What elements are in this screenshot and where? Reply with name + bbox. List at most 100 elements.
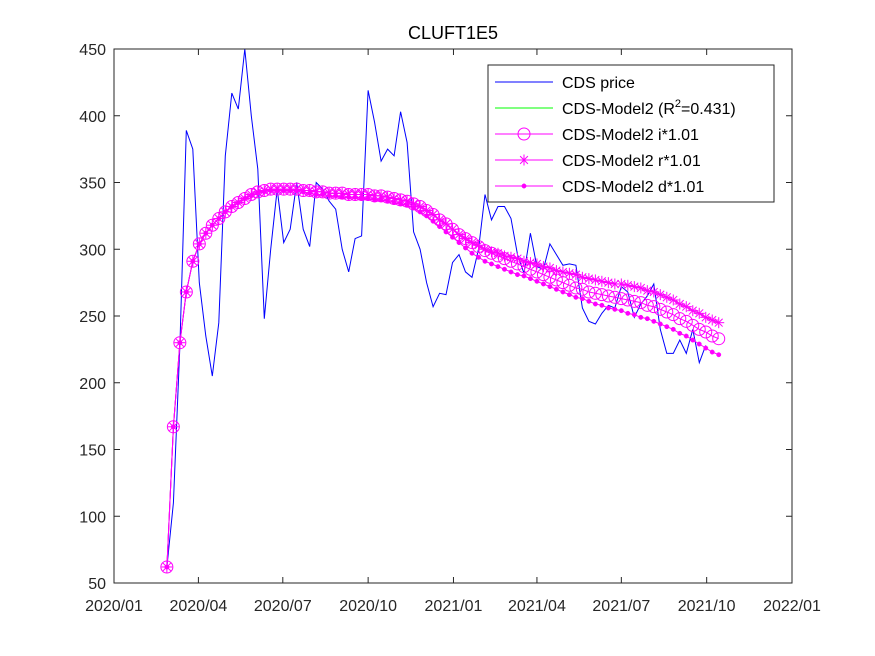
data-point-4	[261, 189, 267, 195]
data-point-2	[660, 305, 674, 319]
star-stroke	[636, 283, 646, 293]
data-point-4	[625, 310, 631, 316]
data-point-4	[476, 254, 481, 260]
y-tick-label: 400	[79, 109, 106, 126]
star-stroke	[513, 254, 522, 263]
data-point-4	[352, 194, 358, 200]
data-point-3	[518, 255, 530, 267]
star-stroke	[610, 279, 620, 289]
data-point-4	[540, 281, 546, 287]
star-stroke	[337, 188, 347, 198]
data-point-4	[657, 321, 663, 327]
data-point-4	[339, 194, 345, 200]
x-tick-label: 2021/04	[508, 598, 566, 615]
legend-item-1: CDS-Model2 (R2=0.431)	[495, 98, 736, 118]
data-point-4	[281, 188, 287, 193]
data-point-3	[602, 277, 614, 289]
data-point-4	[502, 266, 507, 272]
data-point-4	[553, 286, 559, 292]
star-stroke	[519, 257, 529, 266]
star-stroke	[565, 269, 574, 278]
y-tick-label: 300	[79, 242, 106, 259]
data-point-3	[693, 307, 705, 319]
data-point-3	[628, 281, 640, 293]
star-stroke	[571, 270, 581, 279]
data-point-4	[203, 230, 209, 236]
data-point-3	[713, 317, 725, 329]
star-stroke	[402, 196, 412, 206]
data-point-4	[235, 200, 241, 205]
legend-item-2: CDS-Model2 i*1.01	[495, 127, 699, 144]
y-tick-label: 250	[79, 309, 106, 326]
star-stroke	[656, 290, 665, 299]
data-point-4	[670, 326, 676, 332]
data-point-3	[427, 209, 439, 221]
legend-label-main: CDS-Model2 d*1.01	[562, 179, 704, 196]
legend-label-main: CDS-Model2 r*1.01	[562, 153, 701, 170]
data-point-4	[508, 269, 514, 275]
data-point-4	[177, 340, 183, 346]
data-point-4	[463, 245, 468, 251]
data-point-4	[268, 188, 274, 193]
data-point-4	[644, 316, 650, 322]
star-stroke	[493, 249, 503, 258]
star-stroke	[578, 273, 587, 282]
star-stroke	[376, 191, 386, 201]
star-stroke	[363, 190, 373, 199]
x-tick-label: 2021/10	[678, 598, 736, 615]
series-line-0	[166, 48, 707, 568]
legend-item-3: CDS-Model2 r*1.01	[495, 153, 701, 170]
data-point-4	[651, 318, 657, 324]
x-tick-label: 2020/07	[254, 598, 312, 615]
data-point-2	[562, 278, 576, 292]
data-point-4	[573, 294, 579, 300]
data-point-2	[582, 285, 596, 299]
data-point-3	[557, 266, 569, 278]
star-stroke	[389, 194, 399, 203]
data-point-2	[666, 308, 680, 322]
star-stroke	[701, 313, 710, 322]
data-point-2	[627, 294, 641, 308]
data-point-2	[569, 281, 583, 295]
data-point-2	[653, 302, 667, 316]
star-stroke	[519, 155, 529, 165]
data-point-4	[229, 204, 235, 209]
data-point-3	[550, 265, 562, 277]
data-point-4	[242, 196, 248, 201]
data-point-4	[469, 250, 475, 256]
legend-marker	[517, 127, 531, 141]
data-point-3	[680, 301, 692, 313]
star-stroke	[714, 318, 723, 327]
data-point-3	[447, 223, 459, 235]
x-tick-label: 2021/01	[425, 598, 483, 615]
data-point-3	[589, 274, 601, 286]
data-point-4	[417, 209, 423, 215]
data-point-4	[521, 273, 527, 279]
data-point-2	[692, 322, 706, 336]
y-tick-label: 450	[79, 42, 106, 59]
data-point-3	[524, 257, 536, 269]
data-point-4	[190, 258, 196, 264]
chart-title: CLUFT1E5	[408, 23, 498, 43]
legend-label-main: CDS price	[562, 75, 635, 92]
axes-layer: 50 100 150 200 250 300 350 400 450 2020/01 2020/04…	[79, 42, 821, 615]
star-stroke	[467, 238, 477, 247]
data-point-4	[456, 240, 462, 246]
data-point-4	[313, 192, 319, 197]
data-point-4	[450, 234, 455, 240]
data-point-3	[641, 285, 653, 297]
data-point-3	[453, 229, 465, 241]
data-point-4	[592, 301, 598, 307]
data-point-2	[699, 325, 713, 339]
data-point-4	[424, 213, 430, 219]
legend-label: CDS-Model2 (R2=0.431)	[562, 98, 736, 118]
data-point-4	[709, 349, 715, 355]
star-stroke	[454, 230, 464, 239]
star-stroke	[506, 253, 516, 262]
data-point-3	[473, 239, 485, 251]
data-point-3	[563, 267, 575, 279]
data-point-4	[411, 205, 417, 211]
data-point-4	[631, 312, 637, 318]
star-stroke	[422, 206, 431, 215]
